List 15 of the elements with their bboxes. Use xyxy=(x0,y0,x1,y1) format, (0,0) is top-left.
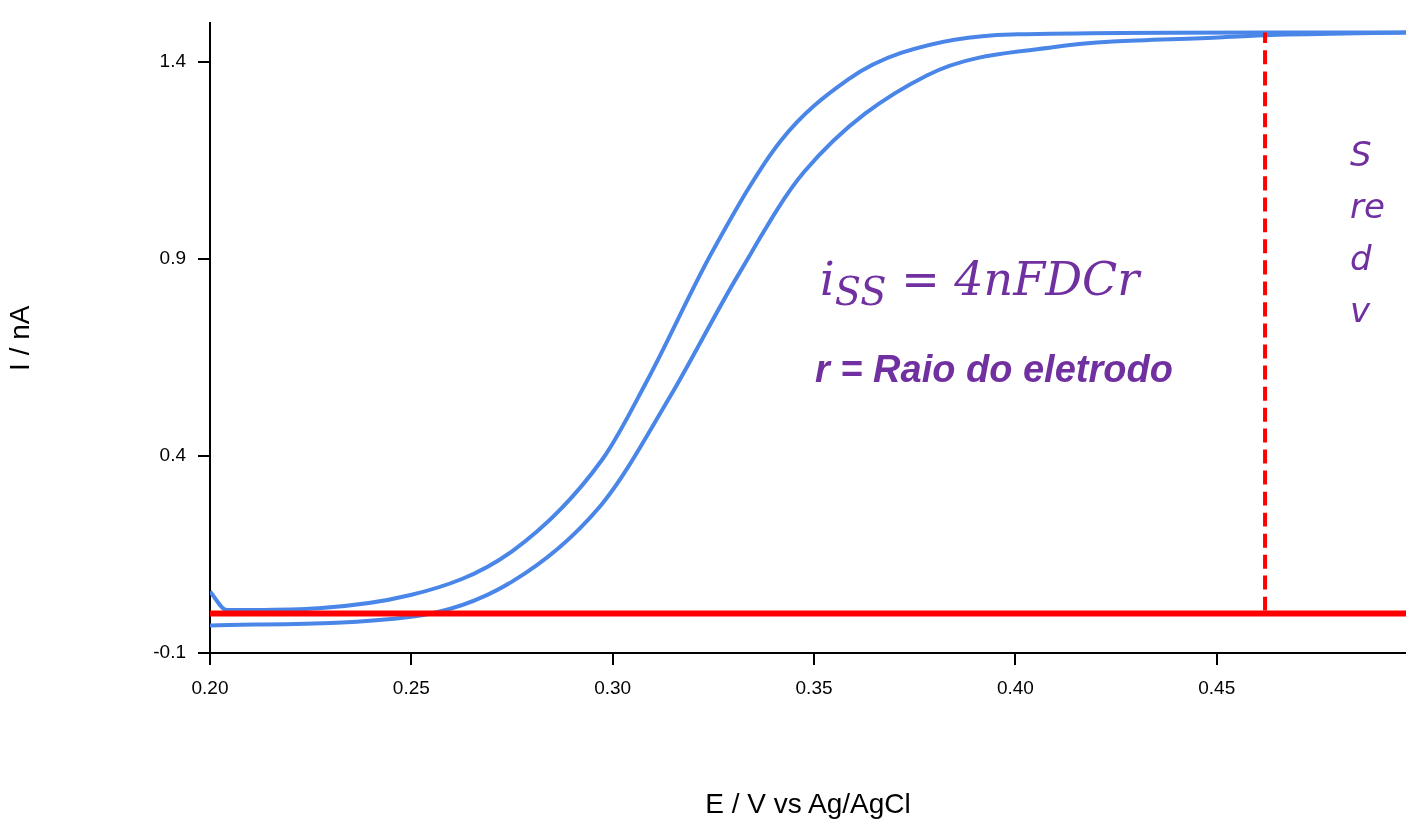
annotation: r = Raio do eletrodo xyxy=(814,348,1174,391)
y-tick-label: 1.4 xyxy=(159,49,187,71)
annotation: S re d v xyxy=(1349,133,1386,332)
x-tick-label: 0.30 xyxy=(594,676,632,698)
x-tick-label: 0.20 xyxy=(191,676,229,698)
x-tick-label: 0.45 xyxy=(1198,676,1236,698)
y-tick-label: 0.9 xyxy=(159,247,186,268)
x-tick-label: 0.40 xyxy=(996,676,1034,698)
x-tick-label: 0.35 xyxy=(795,676,833,698)
y-tick-label: -0.1 xyxy=(153,641,186,663)
annotation: i$_{SS}$ = 4nFDCr xyxy=(819,252,1143,315)
x-axis-title: E / V vs Ag/AgCl xyxy=(705,787,911,819)
y-axis-title: I / nA xyxy=(3,305,35,371)
x-tick-label: 0.25 xyxy=(392,676,430,698)
y-tick-label: 0.4 xyxy=(159,444,187,466)
